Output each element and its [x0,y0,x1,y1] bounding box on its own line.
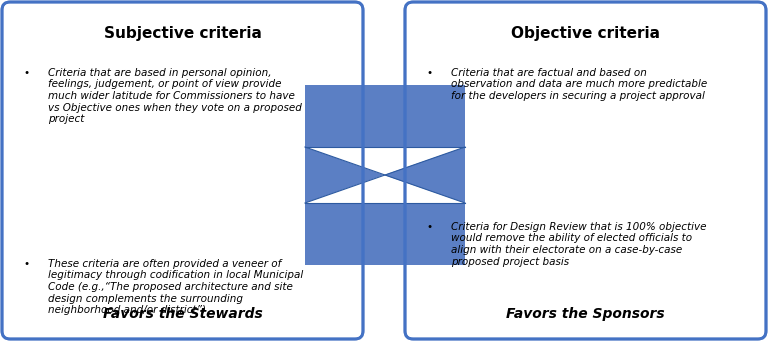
Text: •: • [427,68,433,78]
Text: Criteria that are factual and based on observation and data are much more predic: Criteria that are factual and based on o… [451,68,707,101]
Text: These criteria are often provided a veneer of legitimacy through codification in: These criteria are often provided a vene… [48,259,303,315]
Text: Favors the Stewards: Favors the Stewards [103,307,263,321]
Text: •: • [427,222,433,232]
Text: Criteria for Design Review that is 100% objective would remove the ability of el: Criteria for Design Review that is 100% … [451,222,707,267]
Polygon shape [305,85,465,265]
Polygon shape [305,147,465,175]
Text: Subjective criteria: Subjective criteria [104,26,261,41]
Text: Criteria that are based in personal opinion, feelings, judgement, or point of vi: Criteria that are based in personal opin… [48,68,302,124]
Text: Favors the Sponsors: Favors the Sponsors [506,307,665,321]
Text: •: • [24,68,30,78]
FancyBboxPatch shape [405,2,766,339]
Text: Objective criteria: Objective criteria [511,26,660,41]
FancyBboxPatch shape [2,2,363,339]
Polygon shape [305,175,465,203]
Text: •: • [24,259,30,269]
